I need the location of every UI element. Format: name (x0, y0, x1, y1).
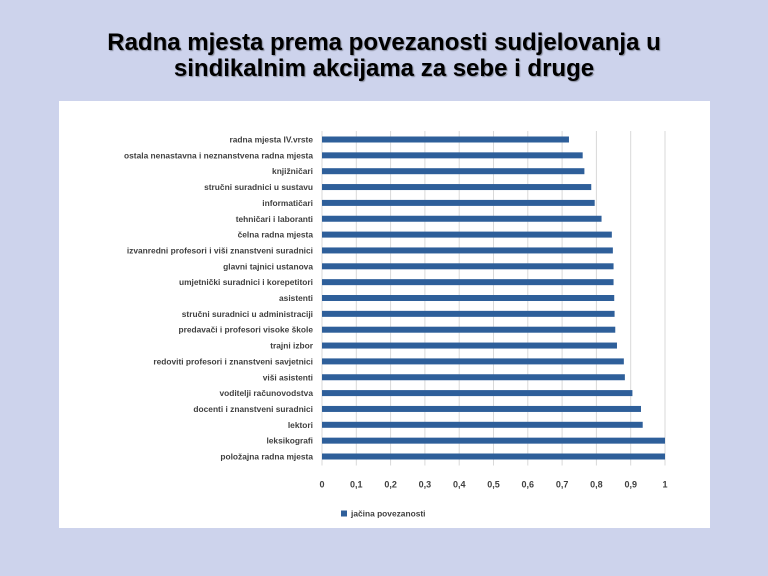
category-label: ostala nenastavna i neznanstvena radna m… (124, 150, 313, 160)
category-label: leksikografi (266, 436, 313, 446)
category-label: položajna radna mjesta (220, 452, 313, 462)
bar (322, 326, 616, 333)
bar (322, 279, 614, 286)
x-tick-label: 0,5 (487, 480, 500, 490)
bar (322, 390, 633, 397)
x-tick-label: 0,9 (624, 480, 637, 490)
category-label: lektori (288, 420, 313, 430)
bar (322, 152, 583, 159)
category-label: predavači i profesori visoke škole (178, 325, 313, 335)
bars (322, 136, 665, 460)
chart-panel: radna mjesta IV.vrste ostala nenastavna i… (59, 101, 710, 528)
category-label: viši asistenti (263, 372, 313, 382)
bar (322, 247, 613, 254)
bar (322, 374, 625, 381)
x-tick-label: 0,8 (590, 480, 603, 490)
x-tick-label: 0,1 (350, 480, 363, 490)
x-tick-label: 0,7 (556, 480, 569, 490)
x-tick-label: 0,3 (419, 480, 432, 490)
category-label: izvanredni profesori i viši znanstveni s… (127, 245, 313, 255)
bar (322, 231, 612, 238)
x-tick-label: 0,4 (453, 480, 466, 490)
bar (322, 437, 665, 444)
category-label: docenti i znanstveni suradnici (193, 404, 313, 414)
bar (322, 136, 569, 143)
bar (322, 310, 615, 317)
bar-chart: radna mjesta IV.vrste ostala nenastavna i… (124, 131, 668, 519)
bar (322, 453, 665, 460)
bar (322, 295, 615, 301)
category-label: redoviti profesori i znanstveni savjetni… (153, 356, 313, 366)
x-tick-label: 0,2 (384, 480, 397, 490)
category-label: informatičari (262, 198, 313, 208)
category-label: glavni tajnici ustanova (223, 261, 313, 271)
bar (322, 168, 585, 175)
category-label: asistenti (279, 293, 313, 303)
bar (322, 199, 595, 206)
slide-title: Radna mjesta prema povezanosti sudjelova… (0, 30, 768, 82)
x-tick-labels: 0 0,1 0,2 0,3 0,4 0,5 0,6 0,7 0,8 0,9 1 (319, 480, 667, 490)
category-label: umjetnički suradnici i korepetitori (179, 277, 313, 287)
category-label: radna mjesta IV.vrste (230, 135, 314, 145)
bar (322, 342, 617, 349)
category-labels: radna mjesta IV.vrste ostala nenastavna i… (124, 135, 314, 462)
legend: jačina povezanosti (341, 509, 425, 519)
category-label: čelna radna mjesta (238, 230, 314, 240)
x-tick-label: 0 (319, 480, 324, 490)
category-label: voditelji računovodstva (219, 388, 313, 398)
category-label: tehničari i laboranti (236, 214, 313, 224)
bar (322, 215, 602, 222)
category-label: stručni suradnici u sustavu (204, 182, 313, 192)
legend-label: jačina povezanosti (350, 509, 425, 519)
x-tick-label: 1 (662, 480, 667, 490)
bar (322, 184, 592, 191)
x-tick-label: 0,6 (522, 480, 535, 490)
category-label: stručni suradnici u administraciji (182, 309, 313, 319)
title-line-1: Radna mjesta prema povezanosti sudjelova… (107, 29, 661, 56)
bar (322, 421, 643, 428)
title-line-2: sindikalnim akcijama za sebe i druge (173, 55, 595, 82)
bar (322, 405, 641, 412)
legend-swatch (341, 510, 347, 517)
category-label: trajni izbor (270, 341, 314, 351)
category-label: knjižničari (272, 166, 313, 176)
bar (322, 358, 624, 365)
bar (322, 263, 614, 270)
